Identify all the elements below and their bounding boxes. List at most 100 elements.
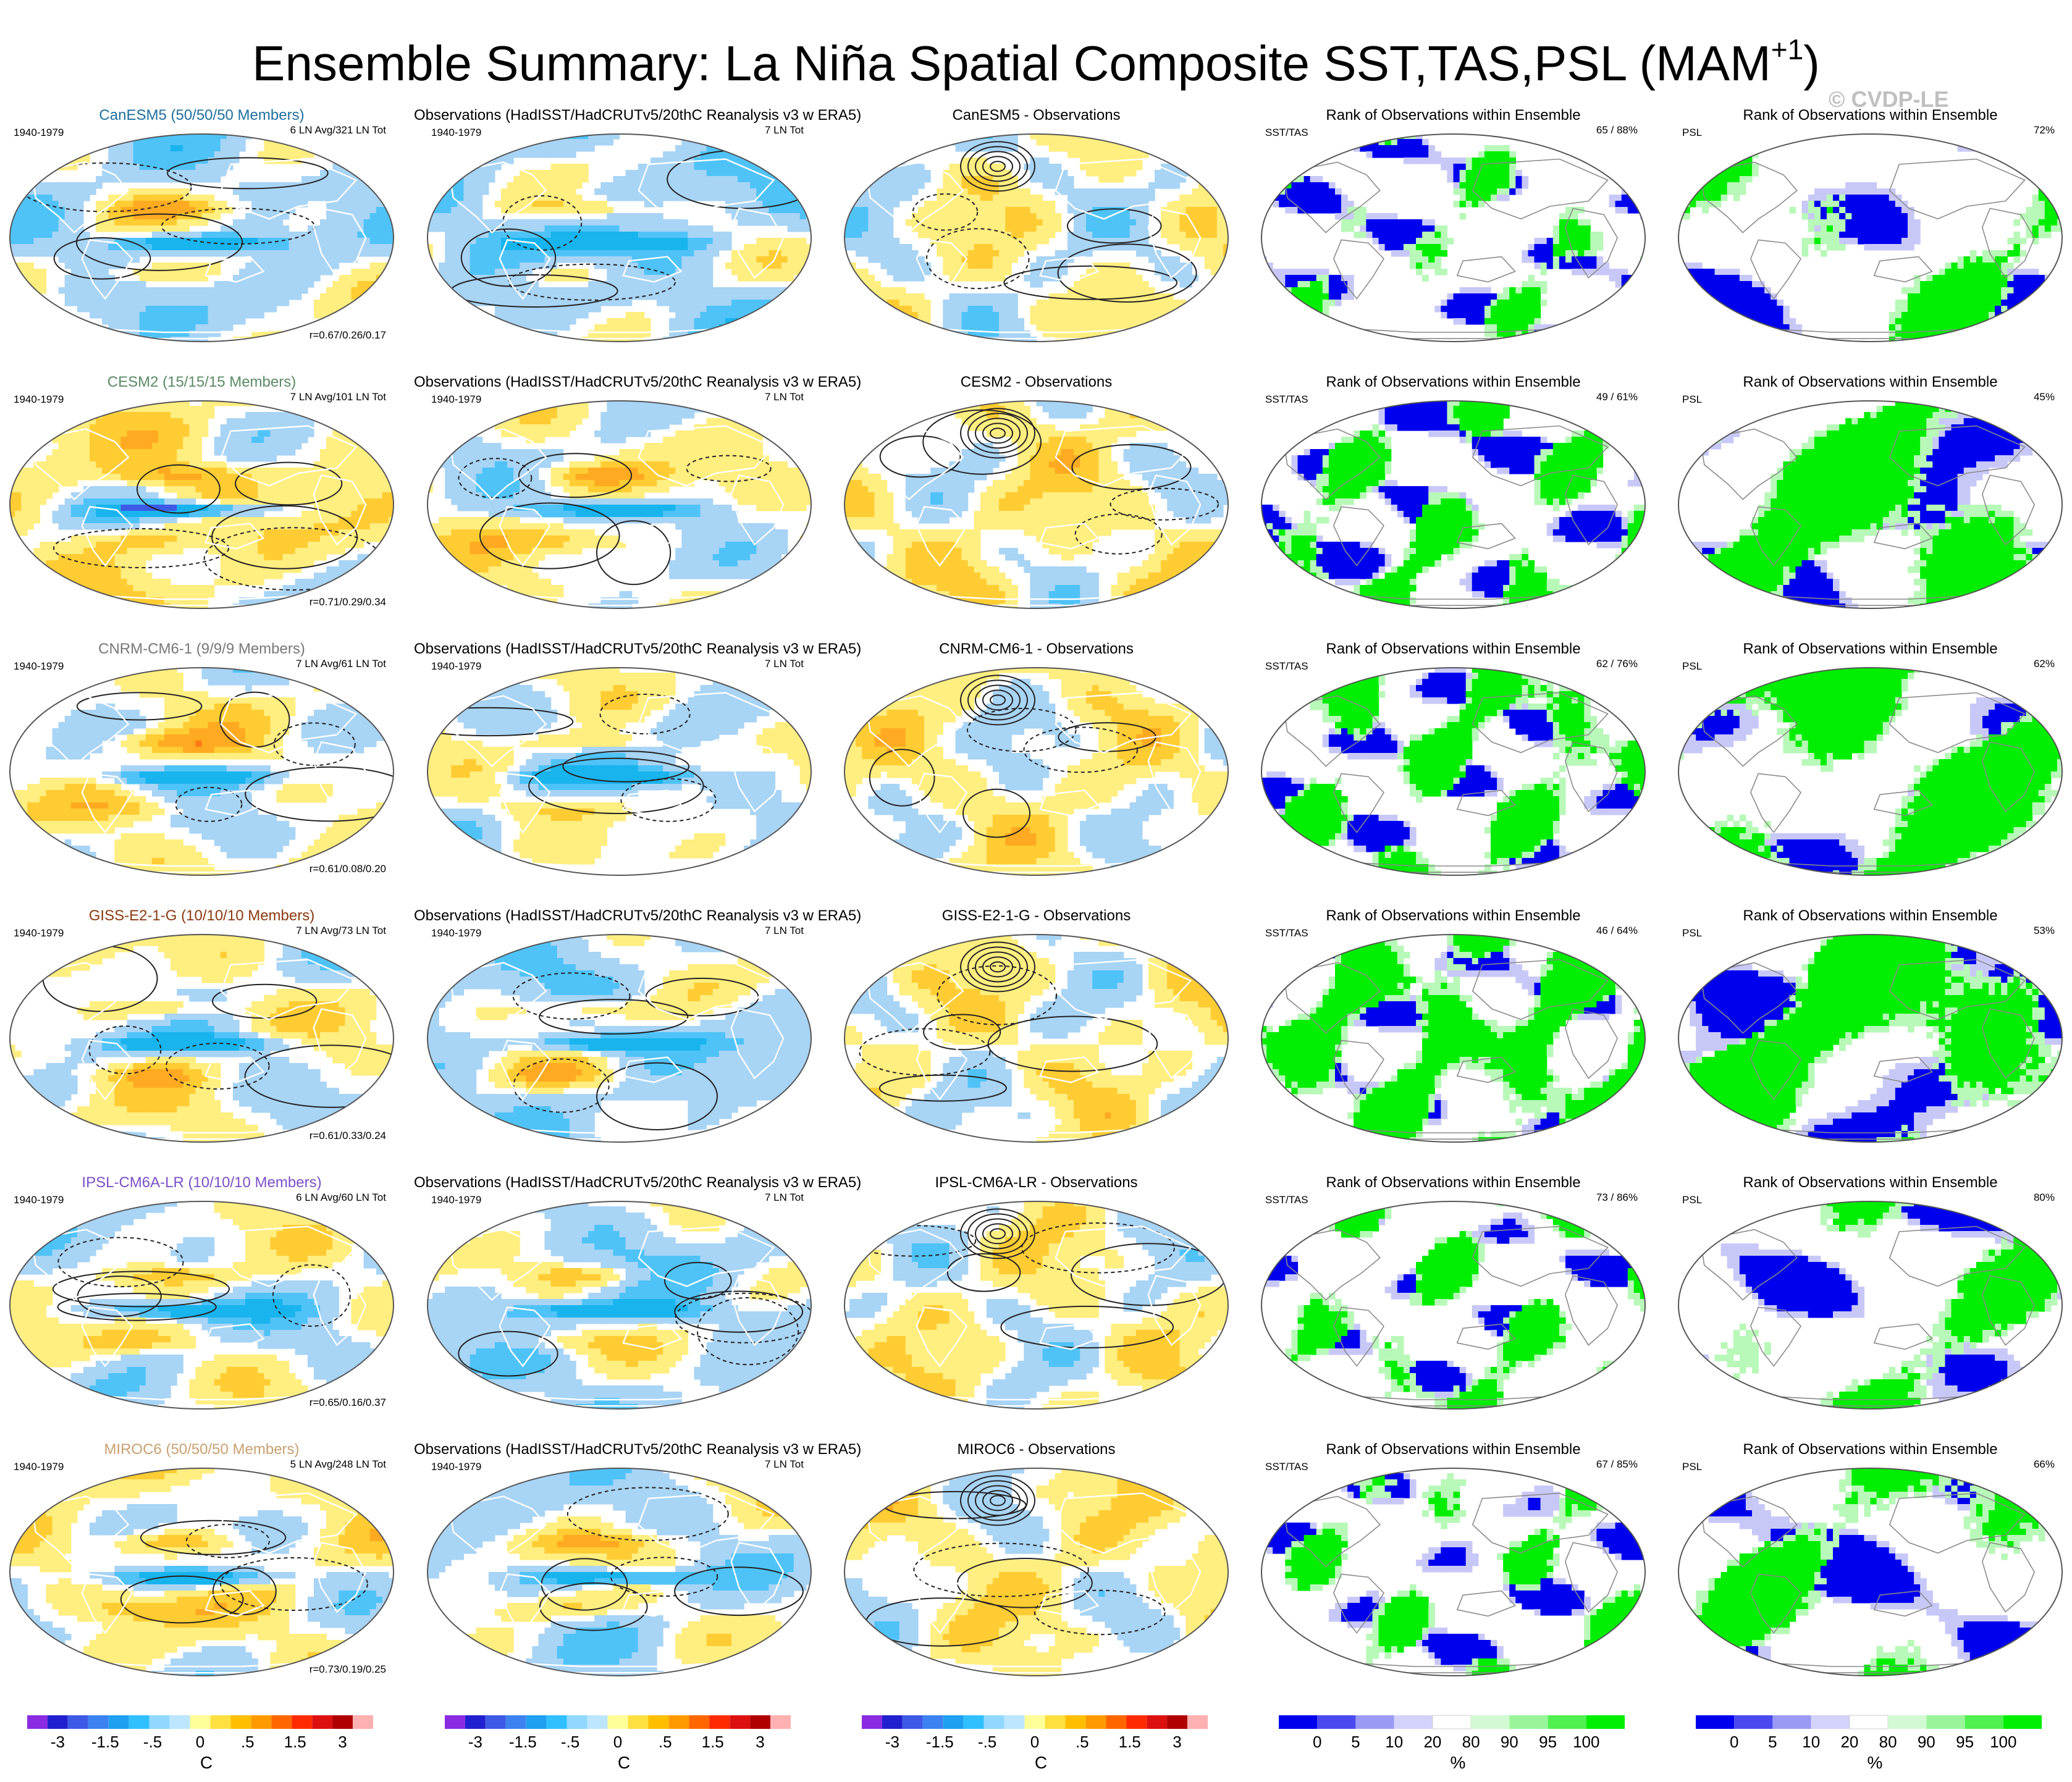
colorbar-diff-temp-swatch [1187,1715,1208,1729]
colorbar-diff-temp-swatch [1024,1715,1045,1729]
colorbar-obs-temp-swatch [587,1715,608,1729]
colorbar-obs-temp-swatch [730,1715,751,1729]
colorbar-rank-sst-tick-label: 100 [1573,1733,1599,1751]
map-rank [1261,400,1646,609]
map-psl [1678,133,2063,342]
colorbar-rank-psl-swatch [1696,1715,1735,1729]
panel-period-label: 1940-1979 [431,1194,481,1206]
colorbar-model-temp-swatch [149,1715,170,1729]
panel-info-label: 45% [2034,391,2055,403]
colorbar-model-temp-svg: -3 -1.5 -.5 0 .5 1.5 3 C [27,1715,373,1772]
panel-info-label: 7 LN Avg/101 LN Tot [290,391,386,403]
panel-title: Observations (HadISST/HadCRUTv5/20thC Re… [414,107,861,124]
panel-info-label: 7 LN Tot [765,1458,804,1471]
map-model [9,934,394,1143]
panel-period-label: 1940-1979 [14,127,64,139]
colorbar-rank-psl-swatch [1734,1715,1773,1729]
colorbar-diff-temp-swatch [1147,1715,1168,1729]
colorbar-obs-temp-swatch [648,1715,669,1729]
panel-info-label: 6 LN Avg/60 LN Tot [296,1192,386,1204]
colorbar-obs-temp-tick-label: .5 [659,1733,672,1751]
panel-info-label: 49 / 61% [1596,391,1638,403]
panel-info-label: 7 LN Avg/73 LN Tot [296,925,386,937]
colorbar-rank-psl-tick-label: 10 [1802,1733,1820,1751]
colorbar-rank-psl-swatch [1811,1715,1850,1729]
panel-title: MIROC6 - Observations [843,1441,1229,1458]
pattern-correlation-label: r=0.61/0.33/0.24 [310,1130,386,1142]
colorbar-diff-temp-swatch [1065,1715,1086,1729]
colorbar-diff-temp-tick-label: -3 [885,1733,899,1751]
map-obs-field [427,134,811,342]
map-model [9,667,394,876]
map-model [9,133,394,342]
panel-r3-obs: Observations (HadISST/HadCRUTv5/20thC Re… [414,902,861,1149]
map-obs [427,400,812,609]
colorbar-obs-temp-swatch [485,1715,506,1729]
colorbar-rank-sst-swatch [1432,1715,1472,1729]
colorbar-obs-temp: -3 -1.5 -.5 0 .5 1.5 3 C [439,1714,797,1776]
panel-r3-psl: Rank of Observations within Ensemble PSL 5… [1677,902,2063,1149]
panel-period-label: PSL [1682,1461,1702,1473]
colorbar-diff-temp-swatch [922,1715,943,1729]
panel-info-label: 67 / 85% [1596,1458,1638,1471]
panel-title: IPSL-CM6A-LR (10/10/10 Members) [9,1174,395,1192]
panel-title: Rank of Observations within Ensemble [1677,907,2063,925]
main-title-superscript: +1 [1771,33,1803,65]
colorbar-diff-temp-swatch [983,1715,1004,1729]
map-obs [427,667,812,876]
colorbar-model-temp-swatch [353,1715,373,1729]
colorbar-diff-temp-swatch [902,1715,923,1729]
colorbar-obs-temp-swatch [709,1715,730,1729]
colorbar-obs-temp-swatch [689,1715,710,1729]
panel-info-label: 80% [2034,1192,2055,1204]
colorbar-model-temp-swatch [251,1715,272,1729]
colorbar-rank-psl-tick-label: 20 [1840,1733,1858,1751]
panel-title: Rank of Observations within Ensemble [1260,107,1646,124]
panel-period-label: 1940-1979 [431,927,481,939]
panel-r4-diff: IPSL-CM6A-LR - Observations [843,1169,1229,1416]
panel-period-label: PSL [1682,1194,1702,1206]
panel-r4-psl: Rank of Observations within Ensemble PSL 8… [1677,1169,2063,1416]
pattern-correlation-label: r=0.71/0.29/0.34 [310,596,386,608]
colorbar-obs-temp-swatch [770,1715,791,1729]
panel-title: Rank of Observations within Ensemble [1677,1441,2063,1458]
colorbar-obs-temp-swatch [668,1715,689,1729]
panel-r2-diff: CNRM-CM6-1 - Observations [843,636,1229,883]
colorbar-model-temp-tick-label: -1.5 [91,1733,119,1751]
colorbar-obs-temp-swatch [546,1715,567,1729]
map-model-field [10,668,394,875]
panel-title: Rank of Observations within Ensemble [1677,107,2063,124]
panel-title: Rank of Observations within Ensemble [1260,374,1646,391]
colorbar-model-temp-tick-label: .5 [241,1733,255,1751]
panel-info-label: 7 LN Tot [765,391,804,403]
map-obs-field [427,668,811,875]
panel-title: CanESM5 - Observations [843,107,1229,124]
panel-period-label: 1940-1979 [14,393,64,406]
map-psl [1678,667,2063,876]
map-rank [1261,1468,1646,1676]
colorbar-diff-temp-svg: -3 -1.5 -.5 0 .5 1.5 3 C [862,1715,1208,1772]
panel-info-label: 73 / 86% [1596,1192,1638,1204]
colorbar-rank-psl-tick-label: 95 [1956,1733,1974,1751]
panel-period-label: 1940-1979 [431,127,481,139]
colorbar-obs-temp-swatch [445,1715,465,1729]
panel-r1-rank: Rank of Observations within Ensemble SST/… [1260,369,1646,616]
colorbar-diff-temp-swatch [963,1715,984,1729]
panel-r1-diff: CESM2 - Observations [843,369,1229,616]
panel-info-label: 62 / 76% [1596,658,1638,670]
panel-r2-psl: Rank of Observations within Ensemble PSL 6… [1677,636,2063,883]
panel-info-label: 6 LN Avg/321 LN Tot [290,124,386,137]
panel-r1-psl: Rank of Observations within Ensemble PSL 4… [1677,369,2063,616]
map-rank-field [1261,935,1645,1142]
colorbar-obs-temp-swatch [465,1715,486,1729]
colorbar-rank-sst-tick-label: 95 [1539,1733,1557,1751]
colorbar-obs-temp-swatch [566,1715,587,1729]
panel-period-label: PSL [1682,927,1702,939]
panel-r2-obs: Observations (HadISST/HadCRUTv5/20thC Re… [414,636,861,883]
panel-title: Observations (HadISST/HadCRUTv5/20thC Re… [414,1441,861,1458]
map-psl-field [1678,1201,2062,1409]
colorbar-rank-psl-tick-label: 90 [1918,1733,1935,1751]
panel-title: Rank of Observations within Ensemble [1677,374,2063,391]
colorbar-obs-temp-swatch [628,1715,649,1729]
colorbar-rank-psl-tick-label: 100 [1990,1733,2016,1751]
